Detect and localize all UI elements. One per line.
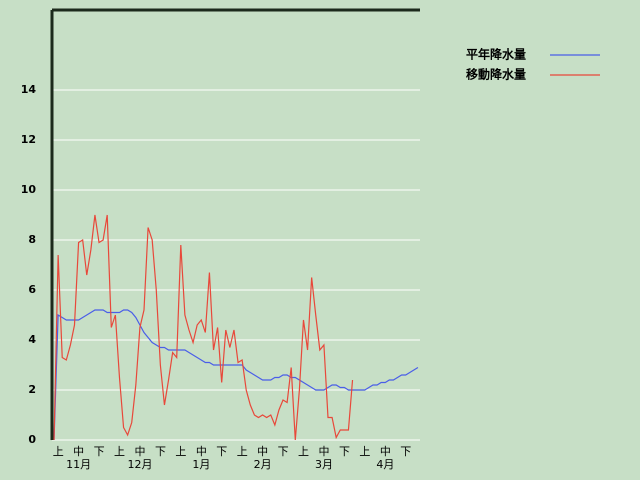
legend-label: 平年降水量	[466, 47, 526, 62]
x-tick-label: 下	[339, 445, 350, 458]
month-label: 3月	[315, 458, 333, 471]
x-tick-label: 上	[237, 445, 248, 458]
x-tick-label: 上	[298, 445, 309, 458]
y-tick-label: 14	[21, 83, 37, 96]
y-tick-label: 8	[28, 233, 36, 246]
x-tick-label: 中	[196, 445, 207, 458]
month-label: 11月	[66, 458, 91, 471]
y-tick-label: 10	[21, 183, 37, 196]
x-tick-label: 下	[216, 445, 227, 458]
x-tick-label: 中	[73, 445, 84, 458]
x-tick-label: 中	[135, 445, 146, 458]
y-tick-label: 6	[28, 283, 36, 296]
x-tick-label: 上	[114, 445, 125, 458]
y-tick-label: 0	[28, 433, 36, 446]
x-tick-label: 中	[380, 445, 391, 458]
x-tick-label: 下	[400, 445, 411, 458]
x-tick-label: 中	[319, 445, 330, 458]
legend-label: 移動降水量	[466, 67, 526, 82]
y-tick-label: 12	[21, 133, 36, 146]
x-tick-label: 上	[53, 445, 64, 458]
y-tick-label: 2	[28, 383, 36, 396]
series-line	[53, 214, 354, 441]
x-tick-label: 中	[257, 445, 268, 458]
month-label: 4月	[376, 458, 394, 471]
month-label: 12月	[128, 458, 153, 471]
x-tick-label: 上	[359, 445, 370, 458]
x-tick-label: 上	[175, 445, 186, 458]
series-line	[53, 309, 419, 441]
x-tick-label: 下	[155, 445, 166, 458]
x-tick-label: 下	[94, 445, 105, 458]
y-tick-label: 4	[28, 333, 36, 346]
month-label: 2月	[254, 458, 272, 471]
x-tick-label: 下	[278, 445, 289, 458]
month-label: 1月	[192, 458, 210, 471]
